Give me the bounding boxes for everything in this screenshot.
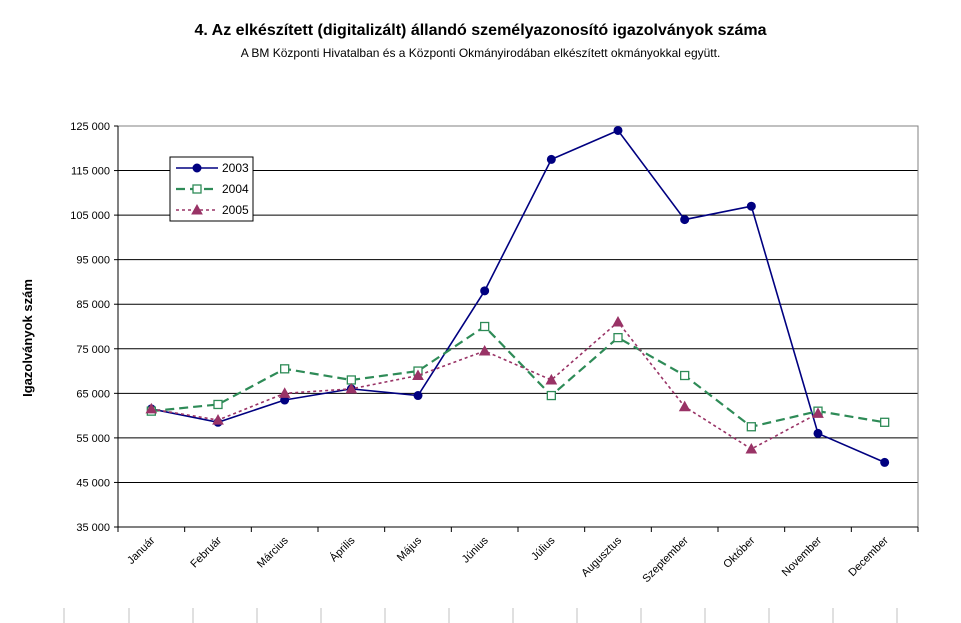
data-point bbox=[192, 163, 202, 173]
data-point bbox=[412, 369, 424, 381]
series-2004 bbox=[146, 321, 890, 432]
x-tick-label: Október bbox=[721, 534, 757, 570]
data-point bbox=[745, 442, 758, 454]
y-tick-label: 115 000 bbox=[71, 166, 110, 178]
data-point bbox=[880, 457, 890, 467]
y-tick-label: 35 000 bbox=[76, 522, 110, 534]
data-point bbox=[746, 422, 756, 432]
data-point bbox=[746, 201, 756, 211]
data-point bbox=[213, 399, 223, 410]
data-point bbox=[480, 321, 490, 332]
data-point bbox=[546, 154, 556, 164]
y-axis-ticks: 35 000 45 000 55 000 65 000 75 000 85 000 95 0… bbox=[70, 121, 118, 534]
y-tick-label: 55 000 bbox=[76, 433, 110, 445]
legend-label: 2003 bbox=[222, 161, 249, 175]
x-tick-label: December bbox=[846, 534, 891, 579]
chart-subtitle: A BM Központi Hivatalban és a Központi O… bbox=[240, 46, 721, 60]
x-tick-label: Július bbox=[529, 534, 558, 563]
data-point bbox=[280, 364, 290, 374]
data-point bbox=[613, 332, 623, 343]
y-tick-label: 75 000 bbox=[76, 344, 110, 356]
x-tick-label: Június bbox=[460, 534, 491, 565]
x-tick-label: Augusztus bbox=[579, 534, 624, 579]
y-tick-label: 125 000 bbox=[70, 121, 110, 133]
series-2005 bbox=[145, 316, 824, 454]
data-point bbox=[546, 390, 556, 401]
data-point bbox=[545, 373, 558, 385]
data-point bbox=[812, 407, 824, 418]
y-tick-label: 95 000 bbox=[76, 255, 110, 267]
series-2003 bbox=[146, 125, 890, 467]
data-point bbox=[345, 382, 358, 394]
y-tick-label: 45 000 bbox=[76, 477, 110, 489]
data-point bbox=[480, 286, 490, 296]
footer-dividers bbox=[63, 608, 898, 623]
series-line bbox=[151, 325, 885, 428]
data-point bbox=[192, 184, 202, 194]
data-point bbox=[813, 428, 823, 438]
y-tick-label: 105 000 bbox=[70, 210, 110, 222]
x-axis-ticks: Január Február Március Április Május Június Jú… bbox=[117, 527, 919, 585]
legend-label: 2005 bbox=[222, 203, 249, 217]
data-point bbox=[413, 391, 423, 401]
legend: 2003 2004 2005 bbox=[169, 156, 254, 222]
x-tick-label: November bbox=[780, 534, 825, 579]
data-point bbox=[212, 414, 224, 425]
data-point bbox=[678, 400, 691, 412]
data-point bbox=[680, 215, 690, 225]
data-point bbox=[612, 316, 624, 327]
chart-title: 4. Az elkészített (digitalizált) állandó… bbox=[194, 22, 767, 39]
series-line bbox=[151, 320, 819, 450]
data-point bbox=[278, 387, 291, 398]
x-tick-label: Szeptember bbox=[640, 534, 691, 585]
legend-label: 2004 bbox=[222, 182, 249, 196]
x-tick-label: Február bbox=[188, 534, 224, 570]
data-point bbox=[145, 402, 158, 414]
data-point bbox=[613, 125, 623, 135]
series-lines bbox=[145, 125, 890, 467]
x-tick-label: Április bbox=[327, 534, 358, 565]
y-tick-label: 65 000 bbox=[76, 388, 110, 400]
data-point bbox=[191, 203, 203, 215]
x-tick-label: Január bbox=[125, 534, 158, 567]
data-point bbox=[880, 417, 890, 427]
data-point bbox=[346, 375, 356, 385]
x-tick-label: Március bbox=[255, 534, 291, 570]
y-tick-label: 85 000 bbox=[76, 299, 110, 311]
data-point bbox=[680, 370, 690, 381]
x-tick-label: Május bbox=[395, 534, 425, 564]
data-point bbox=[478, 344, 491, 356]
series-line bbox=[151, 129, 885, 464]
